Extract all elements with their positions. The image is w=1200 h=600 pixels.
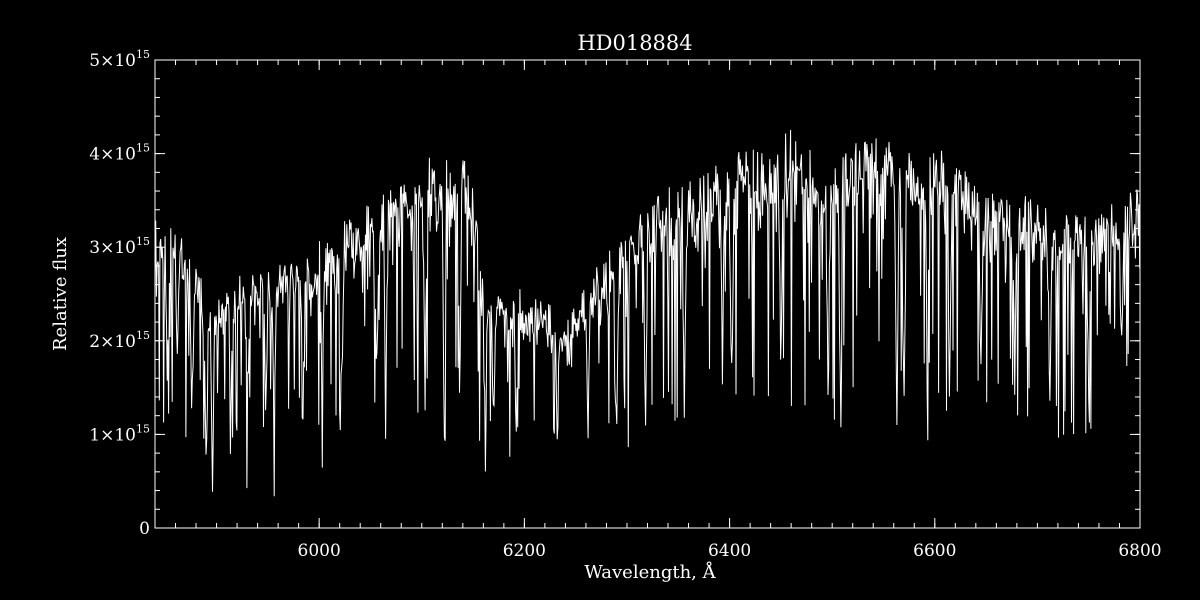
y-tick-label: 5×1015 — [89, 48, 150, 71]
spectrum-line — [154, 129, 1141, 497]
x-tick-label: 6000 — [298, 541, 341, 561]
y-tick-exponent: 15 — [136, 235, 150, 248]
y-tick-exponent: 15 — [136, 142, 150, 155]
y-tick-mantissa: 2×10 — [89, 332, 136, 352]
x-tick-labels: 6000 6200 6400 6600 6800 — [298, 541, 1162, 561]
y-axis-label: Relative flux — [50, 237, 71, 351]
y-tick-mantissa: 3×10 — [89, 238, 136, 258]
y-tick-label: 3×1015 — [89, 235, 150, 258]
x-tick-label: 6200 — [503, 541, 546, 561]
y-tick-label: 2×1015 — [89, 329, 150, 352]
x-tick-label: 6400 — [708, 541, 751, 561]
y-tick-label: 0 — [139, 519, 150, 539]
x-tick-label: 6800 — [1118, 541, 1161, 561]
spectrum-series — [154, 129, 1141, 497]
y-tick-label: 1×1015 — [89, 422, 150, 445]
y-tick-label: 4×1015 — [89, 142, 150, 165]
y-tick-exponent: 15 — [136, 329, 150, 342]
chart-title: HD018884 — [577, 31, 692, 55]
x-tick-label: 6600 — [913, 541, 956, 561]
y-tick-mantissa: 5×10 — [89, 51, 136, 71]
y-tick-mantissa: 0 — [139, 519, 150, 539]
x-axis-label: Wavelength, Å — [584, 561, 716, 583]
y-tick-mantissa: 1×10 — [89, 425, 136, 445]
y-tick-exponent: 15 — [136, 48, 150, 61]
axis-ticks — [154, 59, 1141, 529]
y-tick-mantissa: 4×10 — [89, 145, 136, 165]
y-tick-exponent: 15 — [136, 422, 150, 435]
